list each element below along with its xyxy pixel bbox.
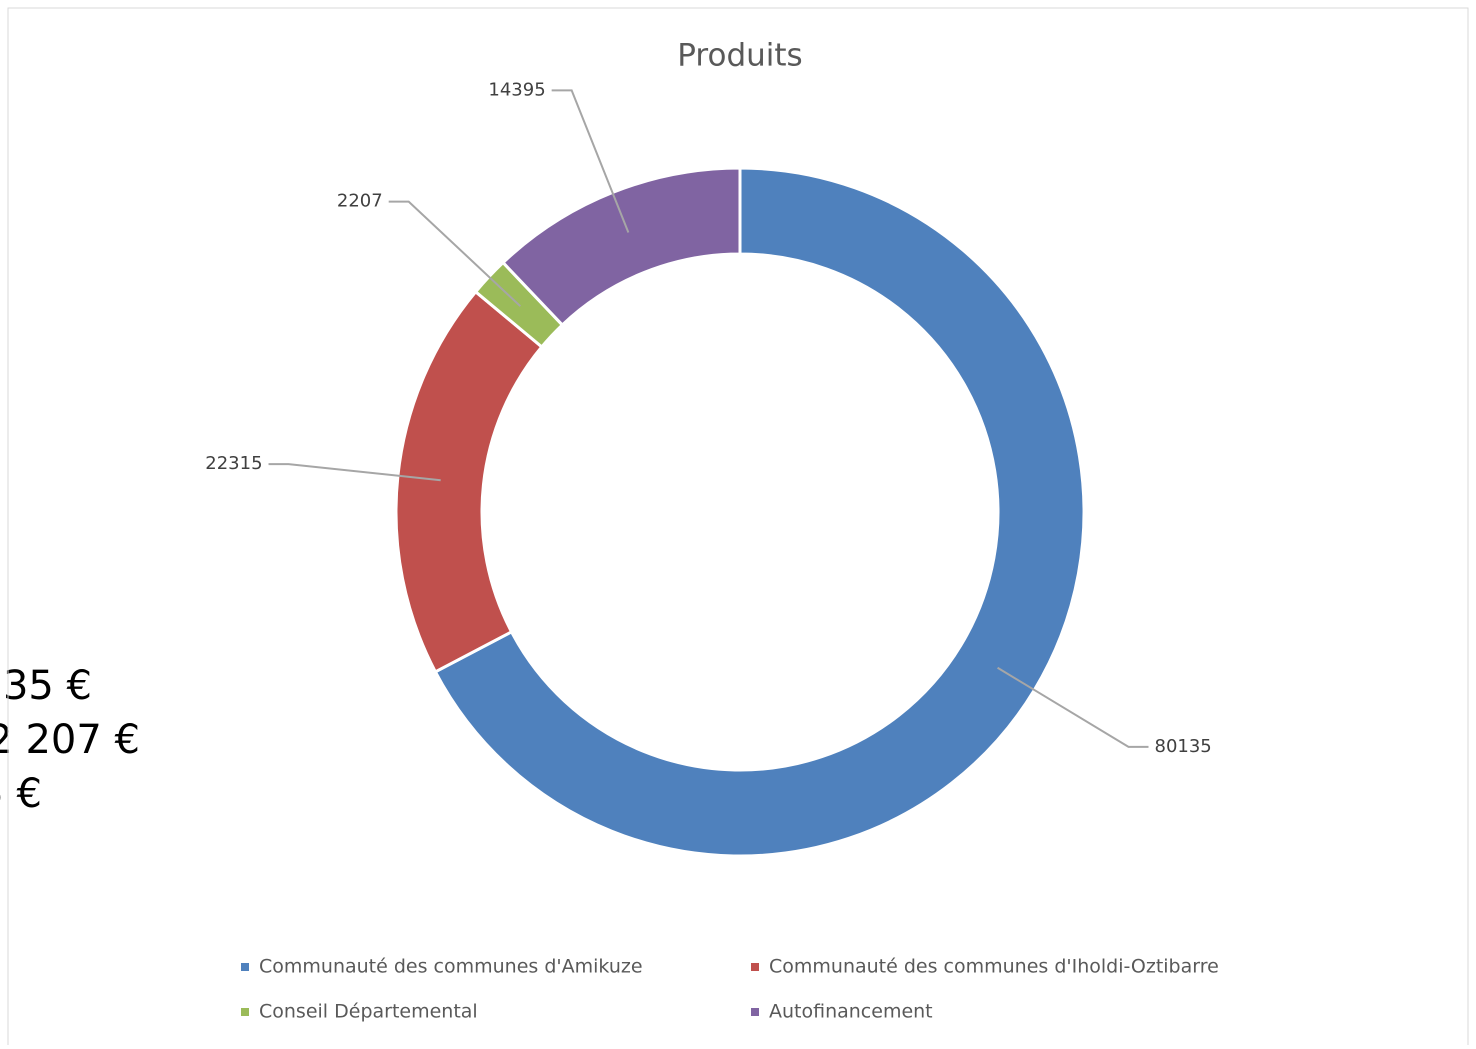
background-text-line: 5 €: [0, 771, 42, 817]
chart-title: Produits: [677, 38, 802, 74]
background-text-line: 2 207 €: [0, 717, 140, 763]
legend-label: Communauté des communes d'Iholdi-Oztibar…: [769, 956, 1219, 978]
legend-marker: [241, 1008, 249, 1016]
chart-frame: [7, 7, 1469, 1049]
donut-segment: [394, 289, 544, 674]
data-label: 2207: [337, 191, 383, 212]
leader-line: [551, 89, 630, 233]
legend-label: Communauté des communes d'Amikuze: [259, 956, 643, 978]
leader-line: [268, 463, 441, 482]
donut-segment: [500, 166, 742, 328]
background-text: 35 € 2 207 € 5 €: [0, 663, 140, 817]
legend-label: Autofinancement: [769, 1001, 933, 1023]
leader-line: [388, 200, 522, 307]
data-label: 14395: [488, 79, 545, 100]
legend-label: Conseil Départemental: [259, 1001, 478, 1023]
legend-marker: [241, 963, 249, 971]
legend-marker: [751, 963, 759, 971]
legend-marker: [751, 1008, 759, 1016]
background-text-line: 35 €: [3, 663, 92, 709]
data-label: 22315: [205, 453, 262, 474]
leader-line: [997, 666, 1149, 748]
donut-segment: [433, 166, 1086, 858]
data-label: 80135: [1155, 736, 1212, 757]
